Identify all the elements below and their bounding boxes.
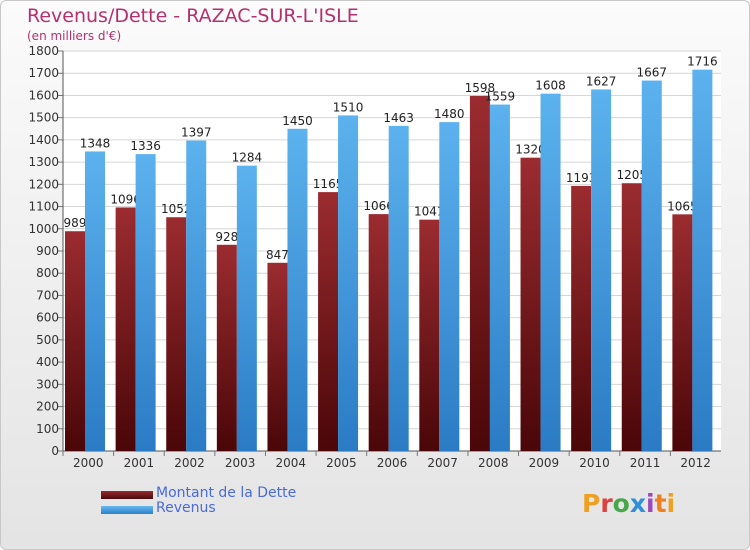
bar-revenus (692, 69, 713, 452)
data-label-dette: 1165 (313, 177, 344, 191)
y-tick-label: 1700 (28, 66, 59, 80)
x-tick-label: 2004 (275, 456, 306, 470)
bar-revenus (287, 128, 308, 451)
bar-dette (520, 157, 541, 451)
y-tick-label: 500 (36, 333, 59, 347)
x-tick-label: 2009 (529, 456, 560, 470)
proxiti-logo: Proxiti (582, 489, 676, 518)
x-tick-label: 2010 (579, 456, 610, 470)
x-tick-label: 2001 (124, 456, 155, 470)
y-tick-label: 1500 (28, 111, 59, 125)
data-label-dette: 1052 (161, 202, 192, 216)
y-tick-label: 300 (36, 377, 59, 391)
bar-revenus (641, 80, 662, 452)
y-tick-label: 1100 (28, 200, 59, 214)
x-tick-label: 2000 (73, 456, 104, 470)
bar-dette (216, 244, 237, 451)
data-label-dette: 1320 (515, 143, 546, 157)
y-tick-label: 1000 (28, 222, 59, 236)
data-label-dette: 1041 (414, 205, 445, 219)
bar-dette (368, 214, 389, 451)
data-label-dette: 1096 (110, 192, 141, 206)
legend-swatch-revenus (101, 506, 153, 514)
x-tick-label: 2012 (680, 456, 711, 470)
y-tick-label: 200 (36, 400, 59, 414)
y-tick-label: 800 (36, 266, 59, 280)
bar-revenus (338, 115, 359, 451)
bar-revenus (439, 122, 460, 451)
bar-revenus (135, 154, 156, 451)
bar-dette (318, 192, 339, 451)
bar-revenus (236, 165, 257, 451)
data-label-revenus: 1480 (434, 107, 465, 121)
data-label-dette: 1066 (363, 199, 394, 213)
data-label-revenus: 1463 (383, 111, 414, 125)
y-tick-label: 1300 (28, 155, 59, 169)
data-label-revenus: 1510 (333, 100, 364, 114)
chart-subtitle: (en milliers d'€) (27, 29, 122, 43)
data-label-revenus: 1284 (232, 151, 263, 165)
x-tick-label: 2002 (174, 456, 205, 470)
data-label-revenus: 1627 (586, 74, 617, 88)
data-label-revenus: 1450 (282, 114, 313, 128)
bar-revenus (591, 89, 612, 451)
data-label-revenus: 1559 (485, 90, 516, 104)
legend-label-dette: Montant de la Dette (156, 485, 297, 501)
bar-dette (621, 183, 642, 451)
bar-revenus (388, 125, 409, 451)
data-label-dette: 1065 (667, 199, 698, 213)
x-tick-label: 2008 (478, 456, 509, 470)
y-tick-label: 0 (51, 444, 59, 458)
bar-revenus (489, 104, 510, 452)
bar-dette (65, 231, 85, 451)
bar-dette (419, 219, 440, 451)
data-label-revenus: 1336 (130, 139, 161, 153)
y-tick-label: 1800 (28, 44, 59, 58)
x-tick-label: 2007 (427, 456, 458, 470)
legend-label-revenus: Revenus (156, 500, 216, 516)
y-tick-label: 900 (36, 244, 59, 258)
bar-dette (672, 214, 693, 451)
data-label-dette: 1193 (566, 171, 597, 185)
data-label-dette: 1205 (616, 168, 647, 182)
data-label-revenus: 1608 (535, 79, 566, 93)
bar-dette (166, 217, 187, 451)
y-tick-label: 400 (36, 355, 59, 369)
y-tick-label: 700 (36, 288, 59, 302)
data-label-dette: 928 (215, 230, 238, 244)
bar-dette (469, 95, 490, 451)
bar-dette (571, 185, 592, 451)
bar-revenus (186, 140, 207, 452)
bar-dette (267, 262, 288, 451)
y-tick-label: 1600 (28, 88, 59, 102)
y-tick-label: 1200 (28, 177, 59, 191)
legend-swatch-dette (101, 491, 153, 499)
data-label-dette: 1598 (465, 81, 496, 95)
data-label-revenus: 1397 (181, 126, 212, 140)
bar-dette (115, 207, 136, 451)
x-tick-label: 2006 (377, 456, 408, 470)
data-label-dette: 847 (266, 248, 289, 262)
data-label-dette: 989 (64, 216, 87, 230)
x-tick-label: 2011 (630, 456, 661, 470)
y-tick-label: 600 (36, 311, 59, 325)
chart-title: Revenus/Dette - RAZAC-SUR-L'ISLE (27, 5, 359, 27)
x-tick-label: 2003 (225, 456, 256, 470)
y-tick-label: 100 (36, 422, 59, 436)
bar-revenus (540, 93, 561, 452)
y-tick-label: 1400 (28, 133, 59, 147)
data-label-revenus: 1348 (80, 136, 111, 150)
data-label-revenus: 1716 (687, 55, 718, 69)
data-label-revenus: 1667 (636, 66, 667, 80)
bar-revenus (85, 151, 105, 451)
x-tick-label: 2005 (326, 456, 357, 470)
